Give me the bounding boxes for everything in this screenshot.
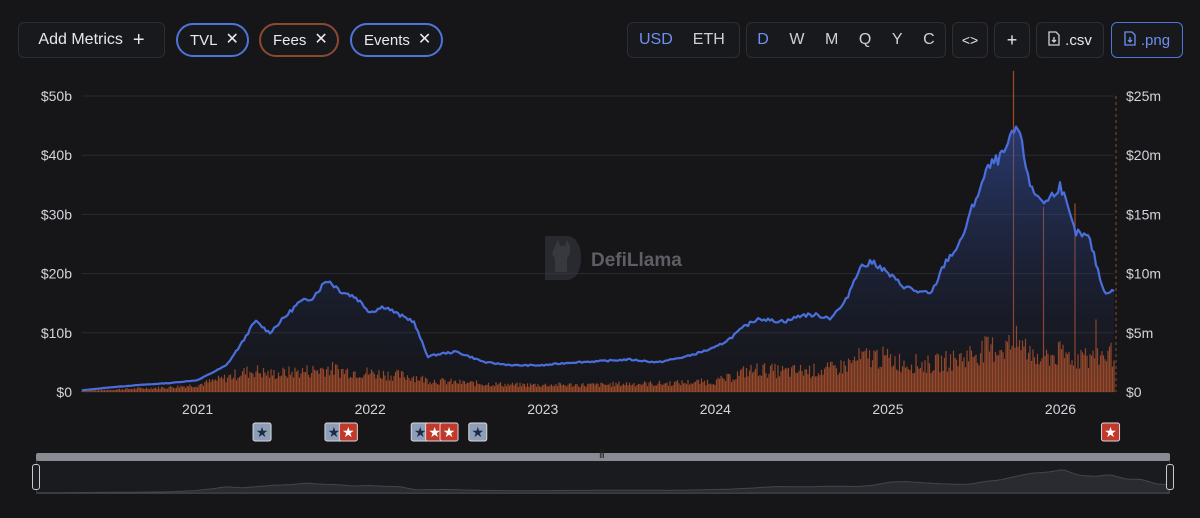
code-icon: <> <box>961 32 979 48</box>
metric-pill-label: TVL <box>190 31 218 49</box>
star-icon: ★ <box>414 424 427 440</box>
period-option-q[interactable]: Q <box>858 31 872 48</box>
currency-toggle: USD ETH <box>627 22 740 58</box>
y-left-tick-label: $20b <box>41 266 72 282</box>
plus-icon: + <box>1006 29 1018 50</box>
drag-grip-icon: ||| <box>599 448 605 459</box>
plus-icon: + <box>132 29 145 51</box>
llama-logo-icon <box>541 234 583 287</box>
range-handle-left[interactable] <box>32 464 40 490</box>
png-label: .png <box>1140 31 1171 49</box>
currency-option-eth[interactable]: ETH <box>692 31 725 48</box>
add-metrics-label: Add Metrics <box>38 31 123 48</box>
close-icon[interactable]: ✕ <box>314 31 328 48</box>
y-right-tick-label: $0 <box>1126 384 1142 400</box>
star-icon: ★ <box>328 424 341 440</box>
x-tick-label: 2026 <box>1045 401 1076 417</box>
x-tick-label: 2021 <box>182 401 213 417</box>
event-marker: ★ <box>468 422 488 442</box>
y-left-tick-label: $40b <box>41 147 72 163</box>
event-marker: ★ <box>324 422 344 442</box>
range-slider[interactable] <box>36 458 1170 494</box>
event-marker: ★ <box>1101 422 1121 442</box>
event-marker-box <box>410 422 430 442</box>
y-right-tick-label: $25m <box>1126 88 1161 104</box>
defillama-watermark: DefiLlama <box>541 234 682 287</box>
range-handle-right[interactable] <box>1166 464 1174 490</box>
event-marker-box <box>468 422 488 442</box>
add-chart-button[interactable]: + <box>994 22 1030 58</box>
download-png-button[interactable]: .png <box>1111 22 1183 58</box>
period-toggle: D W M Q Y C <box>746 22 946 58</box>
range-slider-top-bar[interactable]: ||| <box>36 448 1170 461</box>
file-download-icon <box>1124 30 1136 50</box>
event-marker: ★ <box>338 422 358 442</box>
event-marker-box <box>252 422 272 442</box>
star-icon: ★ <box>443 424 456 440</box>
x-tick-label: 2023 <box>527 401 558 417</box>
chart-toolbar: Add Metrics + TVL ✕ Fees ✕ Events ✕ USD … <box>0 0 1200 80</box>
event-marker-box <box>324 422 344 442</box>
close-icon[interactable]: ✕ <box>417 31 432 48</box>
fees-bars <box>81 70 1115 392</box>
event-marker-box <box>1101 422 1121 442</box>
metric-pill-tvl[interactable]: TVL ✕ <box>176 23 249 57</box>
period-option-d[interactable]: D <box>757 31 769 48</box>
period-option-y[interactable]: Y <box>891 31 903 48</box>
download-csv-button[interactable]: .csv <box>1036 22 1104 58</box>
metric-pill-label: Events <box>364 31 410 49</box>
x-tick-label: 2022 <box>355 401 386 417</box>
metric-pill-events[interactable]: Events ✕ <box>350 23 443 57</box>
y-right-tick-label: $10m <box>1126 266 1161 282</box>
period-option-m[interactable]: M <box>825 31 839 48</box>
x-tick-label: 2025 <box>872 401 903 417</box>
x-tick-label: 2024 <box>700 401 731 417</box>
star-icon: ★ <box>1104 424 1117 440</box>
star-icon: ★ <box>342 424 355 440</box>
event-marker: ★ <box>425 422 445 442</box>
star-icon: ★ <box>428 424 441 440</box>
period-option-c[interactable]: C <box>923 31 935 48</box>
watermark-text: DefiLlama <box>591 249 682 271</box>
event-marker-box <box>338 422 358 442</box>
file-download-icon <box>1048 30 1060 50</box>
y-left-tick-label: $0 <box>56 384 72 400</box>
event-marker: ★ <box>252 422 272 442</box>
y-right-tick-label: $5m <box>1126 325 1153 341</box>
add-metrics-button[interactable]: Add Metrics + <box>18 22 165 58</box>
y-right-tick-label: $20m <box>1126 147 1161 163</box>
metric-pill-label: Fees <box>273 31 307 49</box>
metric-pill-fees[interactable]: Fees ✕ <box>259 23 339 57</box>
currency-option-usd[interactable]: USD <box>639 31 673 48</box>
y-left-tick-label: $10b <box>41 325 72 341</box>
y-left-tick-label: $30b <box>41 206 72 222</box>
y-right-tick-label: $15m <box>1126 206 1161 222</box>
close-icon[interactable]: ✕ <box>225 31 239 48</box>
y-left-tick-label: $50b <box>41 88 72 104</box>
embed-button[interactable]: <> <box>952 22 988 58</box>
event-marker: ★ <box>410 422 430 442</box>
period-option-w[interactable]: W <box>789 31 805 48</box>
event-marker-box <box>425 422 445 442</box>
event-marker-box <box>439 422 459 442</box>
star-icon: ★ <box>256 424 269 440</box>
csv-label: .csv <box>1065 31 1092 49</box>
star-icon: ★ <box>471 424 484 440</box>
event-marker: ★ <box>439 422 459 442</box>
